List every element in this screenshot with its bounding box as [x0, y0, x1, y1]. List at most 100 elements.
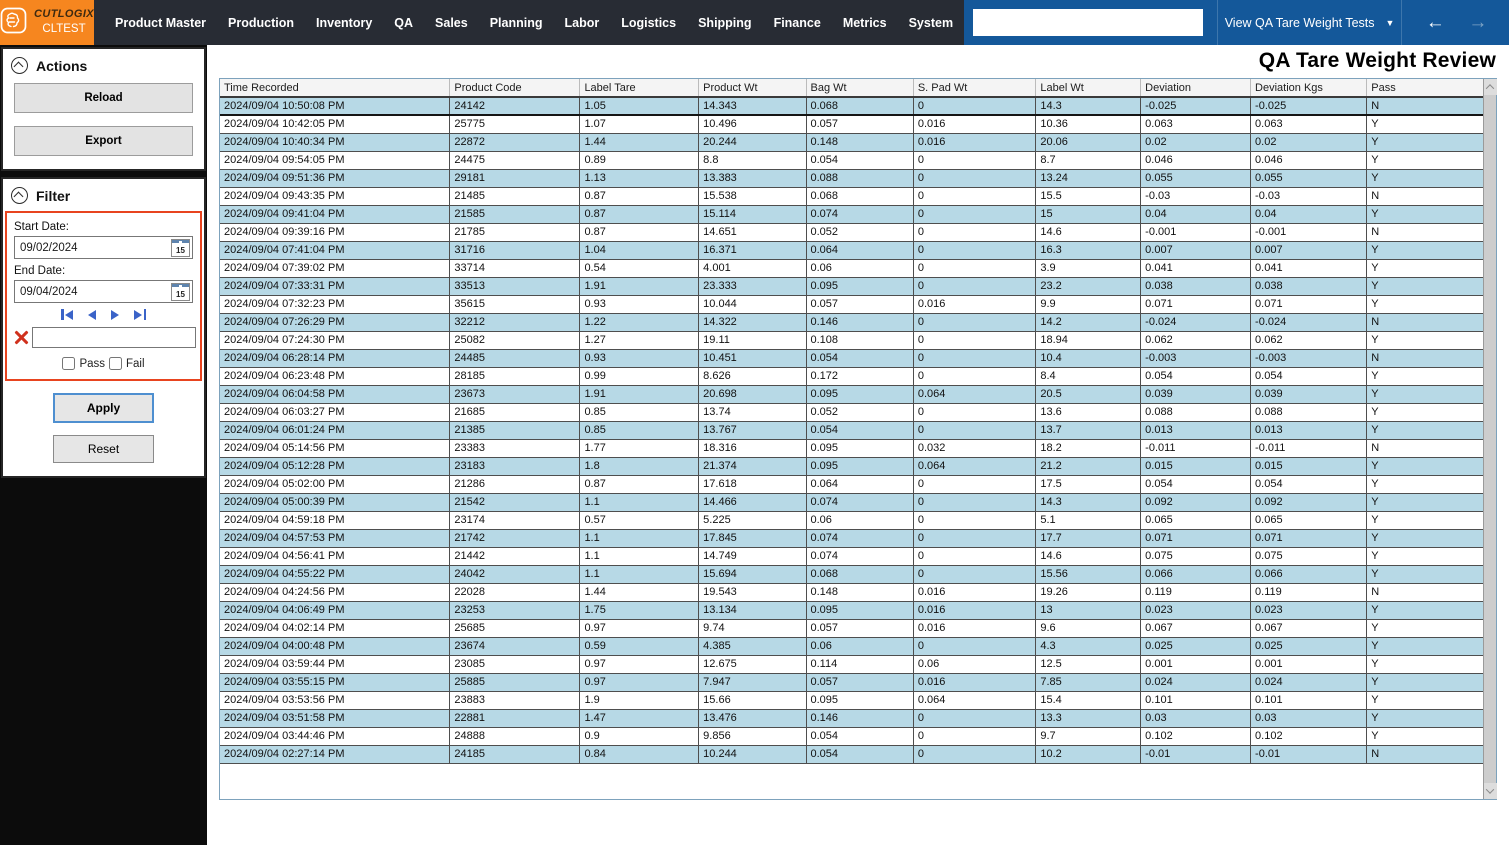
- table-row[interactable]: 2024/09/04 03:59:44 PM 23085 0.97 12.675 0.1…: [220, 654, 1483, 674]
- table-cell: -0.003: [1250, 348, 1368, 368]
- results-grid: Time Recorded Product Code Label Tare Produ…: [219, 78, 1497, 800]
- table-row[interactable]: 2024/09/04 04:24:56 PM 22028 1.44 19.543 0.1…: [220, 582, 1483, 602]
- view-dropdown[interactable]: View QA Tare Weight Tests ▼: [1218, 16, 1401, 30]
- fail-checkbox-label: Fail: [126, 357, 145, 370]
- table-row[interactable]: 2024/09/04 03:53:56 PM 23883 1.9 15.66 0.095…: [220, 690, 1483, 710]
- table-row[interactable]: 2024/09/04 05:12:28 PM 23183 1.8 21.374 0.09…: [220, 456, 1483, 476]
- table-cell: N: [1366, 96, 1483, 116]
- column-header-product-code[interactable]: Product Code: [449, 79, 581, 98]
- table-cell: Y: [1366, 690, 1483, 710]
- table-cell: 0.064: [805, 474, 914, 494]
- table-cell: 1.13: [579, 168, 700, 188]
- table-row[interactable]: 2024/09/04 03:44:46 PM 24888 0.9 9.856 0.054…: [220, 726, 1483, 746]
- vertical-scrollbar[interactable]: [1483, 79, 1497, 799]
- table-row[interactable]: 2024/09/04 04:55:22 PM 24042 1.1 15.694 0.06…: [220, 564, 1483, 584]
- menu-item-finance[interactable]: Finance: [773, 15, 821, 30]
- clear-filter-x-icon[interactable]: [14, 330, 29, 345]
- table-cell: 0: [912, 312, 1037, 332]
- table-row[interactable]: 2024/09/04 10:42:05 PM 25775 1.07 10.496 0.0…: [220, 114, 1483, 134]
- column-header-deviation[interactable]: Deviation: [1140, 79, 1252, 98]
- fail-checkbox[interactable]: [109, 357, 123, 370]
- reset-button[interactable]: Reset: [53, 435, 154, 463]
- table-row[interactable]: 2024/09/04 05:00:39 PM 21542 1.1 14.466 0.07…: [220, 492, 1483, 512]
- table-row[interactable]: 2024/09/04 07:32:23 PM 35615 0.93 10.044 0.0…: [220, 294, 1483, 314]
- table-cell: 10.36: [1035, 114, 1142, 134]
- table-cell: 0.87: [579, 474, 700, 494]
- global-search-input[interactable]: [973, 9, 1204, 36]
- menu-item-labor[interactable]: Labor: [564, 15, 600, 30]
- menu-item-shipping[interactable]: Shipping: [698, 15, 752, 30]
- table-row[interactable]: 2024/09/04 04:59:18 PM 23174 0.57 5.225 0.06…: [220, 510, 1483, 530]
- forward-icon[interactable]: →: [1468, 12, 1488, 33]
- table-row[interactable]: 2024/09/04 06:23:48 PM 28185 0.99 8.626 0.17…: [220, 366, 1483, 386]
- table-row[interactable]: 2024/09/04 06:03:27 PM 21685 0.85 13.74 0.05…: [220, 402, 1483, 422]
- table-row[interactable]: 2024/09/04 09:51:36 PM 29181 1.13 13.383 0.0…: [220, 168, 1483, 188]
- table-row[interactable]: 2024/09/04 09:39:16 PM 21785 0.87 14.651 0.0…: [220, 222, 1483, 242]
- filter-search-input[interactable]: [32, 327, 196, 348]
- table-row[interactable]: 2024/09/04 03:51:58 PM 22881 1.47 13.476 0.1…: [220, 708, 1483, 728]
- app-logo[interactable]: CUTLOGIX CLTEST: [0, 0, 95, 45]
- reload-button[interactable]: Reload: [14, 83, 193, 113]
- menu-item-sales[interactable]: Sales: [435, 15, 468, 30]
- first-page-icon[interactable]: [60, 309, 73, 320]
- last-page-icon[interactable]: [134, 309, 147, 320]
- table-row[interactable]: 2024/09/04 05:14:56 PM 23383 1.77 18.316 0.0…: [220, 438, 1483, 458]
- menu-item-qa[interactable]: QA: [394, 15, 414, 30]
- end-date-field[interactable]: 09/04/2024 15: [14, 280, 193, 303]
- menu-item-production[interactable]: Production: [228, 15, 295, 30]
- calendar-icon[interactable]: 15: [171, 282, 190, 301]
- scroll-down-icon[interactable]: [1483, 783, 1497, 799]
- table-row[interactable]: 2024/09/04 10:50:08 PM 24142 1.05 14.343 0.0…: [220, 96, 1483, 116]
- menu-item-metrics[interactable]: Metrics: [842, 15, 887, 30]
- column-header-pass[interactable]: Pass: [1366, 79, 1483, 98]
- table-row[interactable]: 2024/09/04 04:02:14 PM 25685 0.97 9.74 0.057…: [220, 618, 1483, 638]
- menu-item-planning[interactable]: Planning: [489, 15, 543, 30]
- table-row[interactable]: 2024/09/04 10:40:34 PM 22872 1.44 20.244 0.1…: [220, 132, 1483, 152]
- column-header-label-tare[interactable]: Label Tare: [579, 79, 700, 98]
- table-row[interactable]: 2024/09/04 03:55:15 PM 25885 0.97 7.947 0.05…: [220, 672, 1483, 692]
- back-icon[interactable]: ←: [1425, 12, 1445, 33]
- menu-item-logistics[interactable]: Logistics: [621, 15, 677, 30]
- table-row[interactable]: 2024/09/04 07:33:31 PM 33513 1.91 23.333 0.0…: [220, 276, 1483, 296]
- table-row[interactable]: 2024/09/04 04:57:53 PM 21742 1.1 17.845 0.07…: [220, 528, 1483, 548]
- collapse-actions-icon[interactable]: [11, 57, 28, 74]
- next-page-icon[interactable]: [111, 309, 119, 320]
- table-row[interactable]: 2024/09/04 07:26:29 PM 32212 1.22 14.322 0.1…: [220, 312, 1483, 332]
- table-row[interactable]: 2024/09/04 07:39:02 PM 33714 0.54 4.001 0.06…: [220, 258, 1483, 278]
- table-row[interactable]: 2024/09/04 09:54:05 PM 24475 0.89 8.8 0.054 0…: [220, 150, 1483, 170]
- apply-button[interactable]: Apply: [53, 393, 154, 423]
- column-header-s-pad-wt[interactable]: S. Pad Wt: [913, 79, 1037, 98]
- column-header-deviation-kgs[interactable]: Deviation Kgs: [1250, 79, 1368, 98]
- table-cell: 0.066: [1140, 564, 1252, 584]
- start-date-field[interactable]: 09/02/2024 15: [14, 236, 193, 259]
- table-cell: 0.013: [1250, 420, 1368, 440]
- column-header-label-wt[interactable]: Label Wt: [1035, 79, 1142, 98]
- table-row[interactable]: 2024/09/04 07:24:30 PM 25082 1.27 19.11 0.10…: [220, 330, 1483, 350]
- previous-page-icon[interactable]: [88, 309, 96, 320]
- menu-item-system[interactable]: System: [908, 15, 954, 30]
- table-row[interactable]: 2024/09/04 02:27:14 PM 24185 0.84 10.244 0.0…: [220, 744, 1483, 764]
- column-header-time-recorded[interactable]: Time Recorded: [220, 79, 451, 98]
- scroll-up-icon[interactable]: [1483, 79, 1497, 95]
- table-row[interactable]: 2024/09/04 06:04:58 PM 23673 1.91 20.698 0.0…: [220, 384, 1483, 404]
- menu-item-inventory[interactable]: Inventory: [316, 15, 373, 30]
- column-header-product-wt[interactable]: Product Wt: [698, 79, 807, 98]
- table-row[interactable]: 2024/09/04 09:41:04 PM 21585 0.87 15.114 0.0…: [220, 204, 1483, 224]
- calendar-icon[interactable]: 15: [171, 238, 190, 257]
- column-header-bag-wt[interactable]: Bag Wt: [806, 79, 914, 98]
- table-row[interactable]: 2024/09/04 04:56:41 PM 21442 1.1 14.749 0.07…: [220, 546, 1483, 566]
- pass-checkbox[interactable]: [62, 357, 76, 370]
- table-cell: 0.074: [805, 528, 914, 548]
- table-row[interactable]: 2024/09/04 06:28:14 PM 24485 0.93 10.451 0.0…: [220, 348, 1483, 368]
- export-button[interactable]: Export: [14, 126, 193, 156]
- table-row[interactable]: 2024/09/04 04:00:48 PM 23674 0.59 4.385 0.06…: [220, 636, 1483, 656]
- table-cell: 0.97: [579, 672, 700, 692]
- table-row[interactable]: 2024/09/04 07:41:04 PM 31716 1.04 16.371 0.0…: [220, 240, 1483, 260]
- table-row[interactable]: 2024/09/04 06:01:24 PM 21385 0.85 13.767 0.0…: [220, 420, 1483, 440]
- table-row[interactable]: 2024/09/04 04:06:49 PM 23253 1.75 13.134 0.0…: [220, 600, 1483, 620]
- menu-item-product-master[interactable]: Product Master: [115, 15, 207, 30]
- table-cell: 0.016: [912, 618, 1037, 638]
- collapse-filter-icon[interactable]: [11, 187, 28, 204]
- table-row[interactable]: 2024/09/04 09:43:35 PM 21485 0.87 15.538 0.0…: [220, 186, 1483, 206]
- table-row[interactable]: 2024/09/04 05:02:00 PM 21286 0.87 17.618 0.0…: [220, 474, 1483, 494]
